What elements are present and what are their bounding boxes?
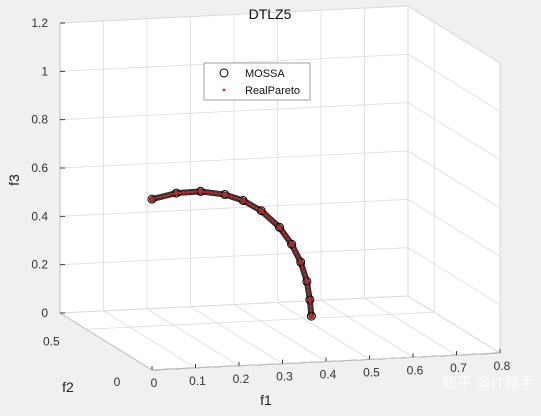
legend-label-realpareto: RealPareto: [245, 85, 300, 97]
mossa-point: [238, 195, 248, 205]
x-tick-label: 0.2: [233, 372, 250, 386]
z-tick-label: 0.6: [31, 161, 48, 175]
grid-line-floor-x: [59, 312, 153, 371]
x-tick-label: 0.5: [363, 365, 380, 379]
grid-line-wall-z: [59, 247, 409, 266]
grid-line-floor-y: [86, 311, 435, 330]
z-tick-label: 0.4: [31, 209, 48, 223]
legend-label-mossa: MOSSA: [245, 68, 285, 80]
grid-line-side-z: [407, 53, 501, 112]
grid-line-floor-x: [190, 306, 283, 364]
grid-line-side-z: [407, 198, 501, 257]
x-tick-label: 0.6: [407, 363, 424, 377]
grid-lines: [59, 5, 501, 371]
grid-line-side-z: [407, 295, 501, 354]
grid-line-floor-x: [320, 299, 414, 358]
y-tick-label: 0.5: [43, 334, 60, 348]
realpareto-front-line: [151, 190, 313, 318]
grid-line-side-z: [407, 102, 501, 161]
mossa-point: [306, 311, 316, 321]
grid-line-floor-x: [233, 304, 327, 362]
grid-line-floor-x: [364, 297, 457, 356]
tick-labels: 0 0.1 0.2 0.3 0.4 0.5 0.6 0.7 0.8 0 0.5 0 0.2 0.4 0.6 0…: [31, 16, 510, 390]
x-axis-label: f1: [260, 392, 272, 408]
y-tick-label: 0: [114, 375, 121, 389]
x-tick-label: 0: [151, 376, 158, 390]
x-tick-label: 0.1: [189, 374, 206, 388]
z-tick-label: 0: [41, 306, 48, 320]
grid-line-wall-z: [59, 150, 409, 169]
y-axis-label: f2: [62, 379, 74, 395]
data-marks: [147, 186, 316, 321]
grid-line-side-z: [407, 247, 501, 306]
x-tick-label: 0.8: [494, 359, 511, 373]
chart-title: DTLZ5: [249, 6, 292, 22]
mossa-point: [256, 206, 266, 216]
grid-line-floor-x: [103, 310, 196, 369]
grid-line-floor-x: [146, 308, 240, 367]
watermark: 知乎 @IT猿手: [442, 375, 535, 392]
grid-line-wall-z: [59, 102, 409, 121]
grid-line-wall-z: [59, 295, 409, 314]
x-tick-label: 0.4: [320, 368, 337, 382]
grid-line-floor-x: [277, 302, 370, 360]
grid-line-side-z: [407, 5, 501, 64]
z-tick-label: 0.2: [31, 258, 48, 272]
grid-line-wall-z: [59, 5, 409, 24]
grid-line-wall-z: [59, 198, 409, 217]
mossa-point: [287, 239, 297, 249]
mossa-point: [296, 257, 306, 267]
grid-line-side-z: [407, 150, 501, 209]
x-tick-label: 0.3: [276, 370, 293, 384]
z-tick-label: 1.2: [31, 16, 48, 30]
x-tick-label: 0.7: [450, 361, 467, 375]
z-tick-label: 1: [41, 64, 48, 78]
z-tick-label: 0.8: [31, 113, 48, 127]
z-axis-label: f3: [6, 174, 22, 186]
legend: MOSSA RealPareto: [203, 62, 311, 101]
legend-marker-realpareto: [222, 88, 226, 92]
mossa-point: [275, 222, 284, 232]
legend-marker-mossa: [219, 68, 229, 78]
